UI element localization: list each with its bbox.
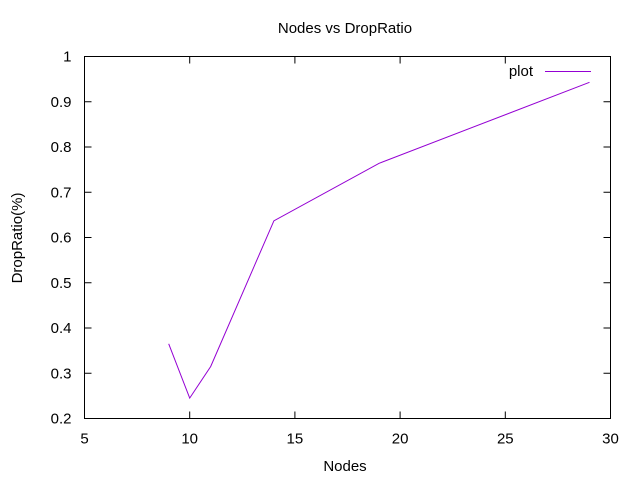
y-tick-label: 0.4 — [51, 320, 72, 337]
y-tick-label: 1 — [63, 49, 71, 66]
x-tick-label: 5 — [80, 431, 88, 448]
x-axis: 5 10 15 20 25 30 — [80, 56, 619, 448]
series-line — [168, 81, 590, 400]
x-tick-label: 25 — [497, 431, 514, 448]
y-axis: 0.2 0.3 0.4 0.5 0.6 0.7 0.8 0.9 1 — [51, 49, 611, 428]
plot-area-frame — [84, 56, 611, 419]
y-tick-label: 0.9 — [51, 94, 72, 111]
y-tick-label: 0.7 — [51, 184, 72, 201]
y-tick-label: 0.3 — [51, 365, 72, 382]
legend: plot — [509, 63, 591, 80]
series-layer — [168, 81, 590, 400]
chart-title: Nodes vs DropRatio — [278, 20, 412, 37]
x-tick-label: 30 — [602, 431, 619, 448]
legend-label: plot — [509, 63, 534, 80]
x-axis-label: Nodes — [323, 458, 366, 475]
y-tick-label: 0.5 — [51, 275, 72, 292]
y-axis-label: DropRatio(%) — [9, 193, 26, 284]
x-tick-label: 10 — [181, 431, 198, 448]
x-tick-label: 20 — [392, 431, 409, 448]
x-tick-label: 15 — [287, 431, 304, 448]
y-tick-label: 0.6 — [51, 230, 72, 247]
y-tick-label: 0.8 — [51, 139, 72, 156]
y-tick-label: 0.2 — [51, 411, 72, 428]
